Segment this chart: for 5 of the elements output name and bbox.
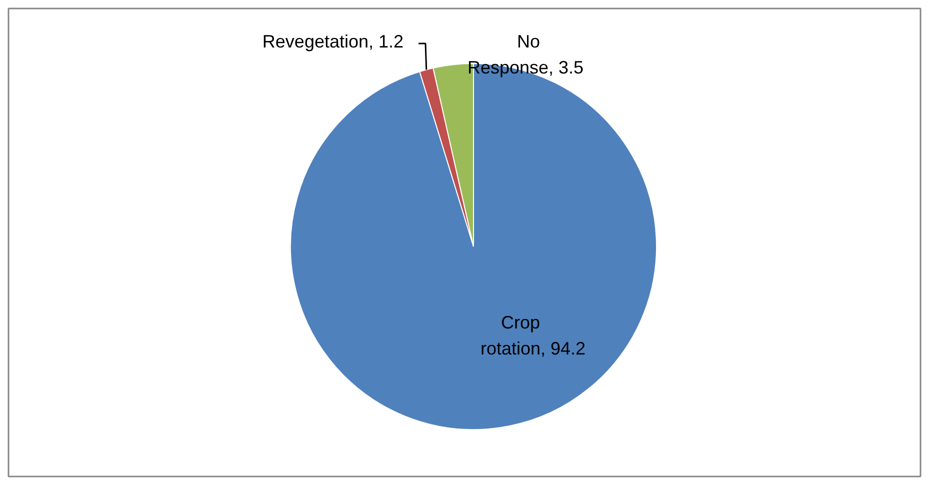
data-label: , 3.5 — [548, 58, 584, 78]
data-label: , 1.2 — [368, 32, 404, 52]
slice-label: Crop rotation — [480, 312, 541, 358]
data-label: , 94.2 — [540, 338, 586, 358]
slice-label: Revegetation — [262, 32, 369, 52]
